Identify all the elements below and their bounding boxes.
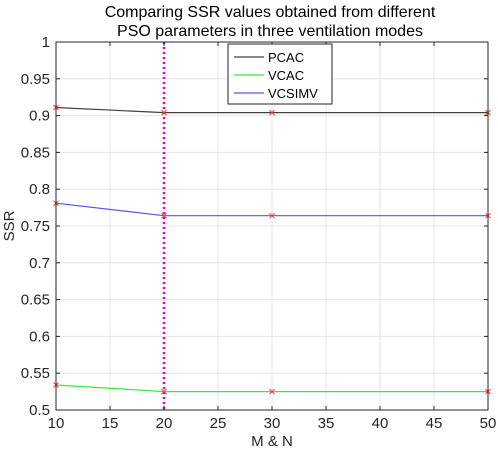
chart-title-line-2: PSO parameters in three ventilation mode… <box>117 23 423 40</box>
chart-title-line-1: Comparing SSR values obtained from diffe… <box>105 4 436 21</box>
ticks: 10 15 20 25 30 35 40 45 50 0.5 0.55 0.6 0.65 0.7 0.75 0… <box>21 34 497 432</box>
y-tick-label: 0.8 <box>29 181 50 198</box>
x-axis-label: M & N <box>251 433 293 450</box>
x-tick-label: 20 <box>156 415 173 432</box>
data-point-vcsimv <box>161 212 167 219</box>
y-tick-label: 0.5 <box>29 402 50 419</box>
series-line-vcac <box>55 384 488 393</box>
legend-label-vcac: VCAC <box>268 68 304 83</box>
y-tick-label: 1 <box>42 34 50 51</box>
legend-box <box>227 43 333 105</box>
y-tick-label: 0.95 <box>21 71 50 88</box>
y-axis-label: SSR <box>1 210 18 241</box>
x-tick-label: 50 <box>480 415 497 432</box>
series-line-vcsimv <box>55 202 488 217</box>
legend-label-vcsimv: VCSIMV <box>268 86 318 101</box>
legend: PCAC VCAC VCSIMV <box>227 43 333 105</box>
series-line-pcac <box>55 106 488 114</box>
series-group <box>53 104 491 395</box>
data-point-pcac <box>269 109 275 116</box>
x-tick-label: 45 <box>426 415 443 432</box>
data-point-pcac <box>161 109 167 116</box>
data-point-vcac <box>161 388 167 395</box>
data-point-vcac <box>269 388 275 395</box>
legend-label-pcac: PCAC <box>268 50 304 65</box>
y-tick-label: 0.9 <box>29 108 50 125</box>
y-tick-label: 0.85 <box>21 144 50 161</box>
y-tick-label: 0.6 <box>29 328 50 345</box>
x-tick-label: 10 <box>48 415 65 432</box>
y-tick-label: 0.75 <box>21 218 50 235</box>
y-tick-label: 0.7 <box>29 255 50 272</box>
data-point-vcsimv <box>269 212 275 219</box>
x-tick-label: 25 <box>210 415 227 432</box>
y-tick-label: 0.65 <box>21 292 50 309</box>
x-tick-label: 30 <box>264 415 281 432</box>
x-tick-label: 15 <box>102 415 119 432</box>
x-tick-label: 35 <box>318 415 335 432</box>
x-tick-label: 40 <box>372 415 389 432</box>
y-tick-label: 0.55 <box>21 365 50 382</box>
